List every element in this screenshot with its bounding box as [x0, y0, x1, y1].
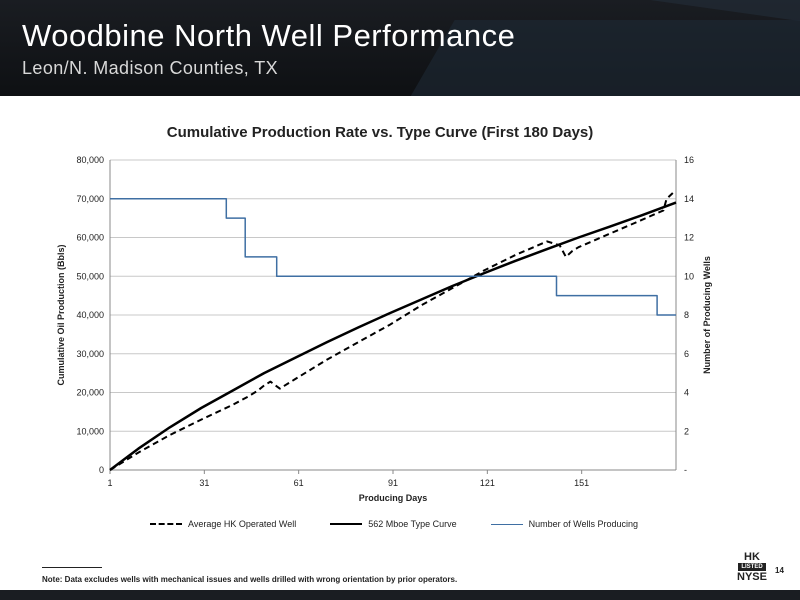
legend-item: Number of Wells Producing	[490, 519, 639, 529]
logo-line: LISTED	[738, 563, 766, 571]
y-tick-label: 60,000	[76, 233, 104, 243]
y2-tick-label: 6	[684, 349, 689, 359]
x-axis-label: Producing Days	[359, 493, 428, 503]
legend-label: 562 Mboe Type Curve	[368, 519, 457, 529]
chart-legend: Average HK Operated Well 562 Mboe Type C…	[150, 519, 638, 529]
x-tick-label: 1	[107, 478, 112, 488]
series-line	[109, 201, 677, 471]
y2-tick-label: 10	[684, 271, 694, 281]
x-tick-label: 121	[480, 478, 495, 488]
legend-label: Number of Wells Producing	[528, 519, 639, 529]
slide-title: Woodbine North Well Performance	[22, 18, 516, 53]
y-tick-label: 50,000	[76, 271, 104, 281]
y-tick-label: 20,000	[76, 388, 104, 398]
y2-tick-label: -	[684, 465, 687, 475]
y-tick-label: 70,000	[76, 194, 104, 204]
x-tick-label: 31	[199, 478, 209, 488]
y-tick-label: 0	[99, 465, 104, 475]
y2-axis-label: Number of Producing Wells	[702, 256, 712, 374]
legend-swatch-solid	[330, 523, 363, 525]
series-line	[110, 198, 676, 316]
logo-line: HK	[744, 551, 760, 563]
y2-tick-label: 16	[684, 155, 694, 165]
x-tick-label: 61	[294, 478, 304, 488]
legend-label: Average HK Operated Well	[188, 519, 297, 529]
y2-tick-label: 8	[684, 310, 689, 320]
legend-swatch-blue	[490, 523, 523, 525]
page-number: 14	[775, 566, 784, 575]
y-tick-label: 80,000	[76, 155, 104, 165]
y-tick-label: 30,000	[76, 349, 104, 359]
nyse-listed-logo: HK LISTED NYSE	[732, 551, 772, 583]
footnote-rule	[42, 567, 102, 568]
y-tick-label: 10,000	[76, 426, 104, 436]
y2-tick-label: 12	[684, 233, 694, 243]
y-tick-label: 40,000	[76, 310, 104, 320]
y2-tick-label: 2	[684, 426, 689, 436]
y-axis-label: Cumulative Oil Production (Bbls)	[56, 244, 66, 385]
legend-swatch-dashed	[150, 523, 182, 525]
series-line	[109, 190, 677, 471]
y2-tick-label: 4	[684, 388, 689, 398]
footnote: Note: Data excludes wells with mechanica…	[42, 575, 458, 584]
slide-subtitle: Leon/N. Madison Counties, TX	[22, 58, 279, 78]
legend-item: 562 Mboe Type Curve	[330, 519, 457, 529]
y2-tick-label: 14	[684, 194, 694, 204]
x-tick-label: 151	[574, 478, 589, 488]
logo-line: NYSE	[737, 571, 767, 583]
legend-item: Average HK Operated Well	[150, 519, 296, 529]
slide-header: Woodbine North Well Performance Leon/N. …	[0, 0, 800, 96]
chart-title: Cumulative Production Rate vs. Type Curv…	[166, 124, 594, 141]
x-tick-label: 91	[388, 478, 398, 488]
footer-bar	[0, 590, 800, 600]
